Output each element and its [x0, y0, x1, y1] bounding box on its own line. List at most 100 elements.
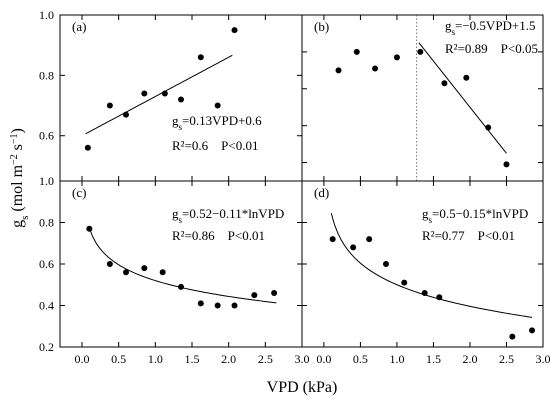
x-tick-label: 0.0	[75, 352, 90, 366]
data-point	[463, 74, 470, 81]
data-point	[529, 327, 536, 334]
panel-label: (a)	[72, 19, 86, 34]
data-point	[353, 48, 360, 55]
fit-stats: R²=0.6 P<0.01	[172, 138, 258, 153]
x-tick-label: 0.5	[111, 352, 126, 366]
data-point	[421, 290, 428, 297]
x-tick-label: 2.0	[462, 352, 477, 366]
x-tick-label: 2.5	[258, 352, 273, 366]
fit-equation: gs=−0.5VPD+1.5	[445, 18, 536, 37]
panel-label: (c)	[72, 185, 86, 200]
x-tick-label: 0.0	[316, 352, 331, 366]
data-point	[178, 96, 184, 103]
data-point	[251, 292, 258, 299]
fit-equation-g: g	[445, 18, 452, 33]
x-tick-label: 2.0	[221, 352, 236, 366]
y-tick-label: 0.4	[39, 299, 54, 313]
data-point	[436, 294, 443, 301]
fit-equation-sub: s	[179, 122, 183, 132]
data-point	[231, 27, 238, 34]
panels: 0.60.81.0(a)gs=0.13VPD+0.6R²=0.6 P<0.01(…	[39, 8, 544, 354]
fit-equation-rhs: =0.5−0.15*lnVPD	[432, 206, 528, 221]
y-axis-title-g: g	[9, 220, 26, 228]
panel-d: (d) gs=0.5−0.15*lnVPD R²=0.77 P<0.01	[301, 180, 544, 348]
data-point	[159, 269, 166, 276]
data-point	[123, 111, 129, 118]
data-point	[335, 67, 342, 74]
fit-equation-rhs: =−0.5VPD+1.5	[455, 18, 536, 33]
x-tick-label: 1.5	[185, 352, 200, 366]
data-point	[106, 102, 113, 109]
data-point	[417, 48, 424, 55]
y-tick-label: 1.0	[39, 174, 54, 188]
fit-stats: R²=0.77 P<0.01	[422, 228, 515, 243]
y-tick-label: 1.0	[39, 8, 54, 22]
panel-b: (b) gs=−0.5VPD+1.5 R²=0.89 P<0.05	[301, 14, 544, 182]
panel-a: 0.6 0.8 1.0 (a) gs=0.13VPD+0.6 R²=0.6 P<0.01	[39, 8, 303, 182]
fit-equation-sub: s	[429, 215, 433, 225]
x-axis-title: VPD (kPa)	[267, 379, 338, 396]
y-tick-label: 0.6	[39, 257, 54, 271]
x-tick-label: 1.0	[148, 352, 163, 366]
x-tick-label: 1.5	[426, 352, 441, 366]
data-point	[329, 236, 336, 243]
data-point	[197, 54, 204, 61]
data-point	[393, 54, 400, 61]
data-point	[350, 244, 357, 251]
y-axis-title-sub: s	[19, 216, 31, 220]
y-tick-label: 0.8	[39, 68, 54, 82]
fit-stats: R²=0.89 P<0.05	[445, 41, 538, 56]
data-point	[441, 80, 448, 87]
data-point	[214, 102, 221, 109]
fit-equation-sub: s	[179, 215, 183, 225]
data-point	[106, 261, 113, 267]
data-point	[84, 144, 91, 151]
x-tick-label: 0.5	[353, 352, 368, 366]
x-tick-label: 3.0	[536, 352, 550, 366]
y-tick-label: 0.8	[39, 216, 54, 230]
x-tick-label: 1.0	[389, 352, 404, 366]
data-point	[141, 265, 148, 272]
data-point	[509, 333, 516, 340]
data-point	[271, 290, 278, 297]
panel-c: 0.2 0.4 0.6 0.8 1.0 (c) gs=0.52−0.11*lnVPD R²=0…	[39, 174, 303, 354]
fit-equation-rhs: =0.52−0.11*lnVPD	[182, 206, 284, 221]
y-axis-title-exp1: −2	[9, 154, 20, 165]
fit-equation: gs=0.13VPD+0.6	[172, 113, 262, 132]
data-point	[178, 283, 184, 290]
data-point	[231, 302, 238, 309]
data-point	[485, 124, 492, 131]
y-tick-label: 0.6	[39, 129, 54, 143]
x-tick-label: 3.0	[295, 352, 310, 366]
data-point	[141, 90, 148, 97]
y-axis-title-close: )	[9, 128, 26, 133]
fit-equation-g: g	[422, 206, 429, 221]
data-point	[161, 90, 168, 97]
data-point	[86, 225, 93, 232]
panel-label: (b)	[314, 19, 329, 34]
data-point	[503, 161, 510, 168]
y-axis-title-mid: s	[9, 144, 26, 154]
data-point	[401, 279, 408, 286]
y-axis-title: gs (mol m−2 s−1)	[9, 128, 32, 228]
fit-line	[85, 54, 233, 135]
data-point	[372, 65, 379, 72]
fit-equation: gs=0.52−0.11*lnVPD	[172, 206, 284, 225]
fit-equation-sub: s	[452, 27, 456, 37]
x-tick-labels: 0.0 0.5 1.0 1.5 2.0 2.5 3.0 0.0 0.5 1.0 1.5 2.0 2.5 3…	[75, 352, 550, 366]
fit-equation-g: g	[172, 113, 179, 128]
data-point	[123, 269, 129, 276]
y-axis-title-unit: (mol m	[9, 164, 26, 215]
data-point	[214, 302, 221, 309]
fit-line	[330, 212, 533, 318]
x-tick-label: 2.5	[499, 352, 514, 366]
fit-equation-rhs: =0.13VPD+0.6	[182, 113, 262, 128]
panel-frame	[301, 14, 544, 182]
fit-equation: gs=0.5−0.15*lnVPD	[422, 206, 528, 225]
y-tick-label: 0.2	[39, 340, 54, 354]
y-axis-title-exp2: −1	[9, 133, 20, 144]
data-point	[382, 261, 389, 267]
fit-equation-g: g	[172, 206, 179, 221]
fit-line	[418, 42, 507, 154]
